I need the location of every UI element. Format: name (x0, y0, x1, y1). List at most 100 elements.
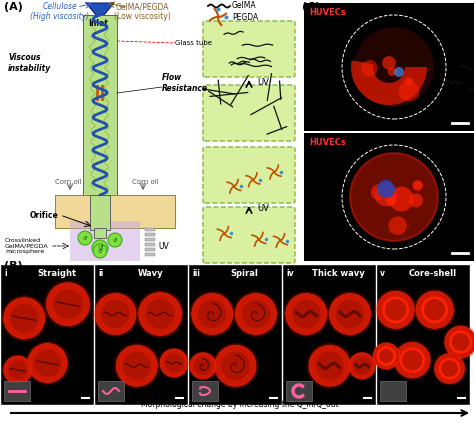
Circle shape (145, 299, 175, 329)
Circle shape (194, 357, 212, 375)
Circle shape (115, 344, 159, 388)
Text: Flow
Resistance: Flow Resistance (162, 73, 208, 93)
Circle shape (393, 341, 431, 379)
Circle shape (349, 353, 375, 379)
Text: Core-shell: Core-shell (409, 269, 457, 278)
Circle shape (286, 294, 327, 335)
Bar (83, 15, 117, 195)
Circle shape (329, 294, 370, 335)
Circle shape (422, 297, 447, 323)
Text: PEGDA: PEGDA (232, 13, 258, 22)
Circle shape (306, 342, 353, 389)
Bar (192, 381, 218, 401)
Circle shape (450, 331, 472, 353)
Text: (B): (B) (4, 261, 23, 271)
Text: Viscous
instability: Viscous instability (8, 53, 51, 73)
Circle shape (384, 298, 407, 321)
Circle shape (164, 353, 184, 373)
Circle shape (45, 281, 91, 327)
Circle shape (451, 332, 471, 352)
Bar (145, 243, 155, 246)
Text: Crosslinked
GelMA/PEGDA
microsphere: Crosslinked GelMA/PEGDA microsphere (5, 238, 49, 254)
Text: UV: UV (257, 77, 269, 86)
FancyBboxPatch shape (203, 147, 295, 203)
Circle shape (315, 352, 344, 380)
Circle shape (309, 345, 350, 386)
Circle shape (385, 195, 396, 206)
Circle shape (2, 354, 34, 386)
Circle shape (308, 344, 352, 388)
Circle shape (139, 293, 182, 335)
Circle shape (382, 56, 396, 70)
Circle shape (101, 299, 130, 328)
Circle shape (389, 187, 414, 212)
Circle shape (34, 349, 61, 376)
Bar (95, 265, 188, 405)
Text: Spiral: Spiral (231, 269, 259, 278)
Circle shape (137, 291, 183, 337)
Circle shape (353, 357, 371, 375)
Text: ii: ii (98, 269, 103, 278)
Circle shape (221, 352, 250, 380)
Circle shape (328, 292, 372, 336)
Circle shape (189, 352, 217, 380)
Circle shape (350, 153, 438, 241)
Bar (377, 265, 470, 405)
Text: Wavy: Wavy (138, 269, 164, 278)
Circle shape (374, 288, 417, 331)
Circle shape (423, 298, 446, 321)
Circle shape (236, 294, 276, 335)
Circle shape (361, 60, 378, 77)
Circle shape (412, 180, 423, 191)
Circle shape (433, 352, 465, 385)
Circle shape (188, 351, 218, 381)
Bar (145, 253, 155, 256)
Circle shape (192, 294, 233, 335)
Bar (380, 381, 406, 401)
Circle shape (374, 343, 399, 369)
Text: Corn oil: Corn oil (55, 179, 82, 185)
FancyBboxPatch shape (203, 21, 295, 77)
Text: Inlet: Inlet (88, 19, 108, 28)
Bar (145, 228, 155, 231)
Bar (90, 195, 110, 230)
Circle shape (432, 352, 466, 386)
Circle shape (439, 358, 460, 379)
Circle shape (108, 233, 122, 247)
Bar (304, 133, 474, 261)
Text: (C): (C) (302, 2, 320, 12)
Circle shape (4, 298, 45, 339)
Circle shape (400, 348, 425, 373)
Bar (1, 265, 94, 405)
Text: ↺: ↺ (97, 245, 103, 251)
Circle shape (415, 290, 455, 330)
Circle shape (409, 193, 423, 207)
Text: v: v (380, 269, 385, 278)
Circle shape (284, 292, 328, 336)
Bar (4, 381, 30, 401)
Circle shape (440, 360, 459, 378)
Circle shape (122, 352, 151, 380)
Circle shape (117, 345, 157, 386)
Text: GelMA: GelMA (232, 0, 256, 9)
Circle shape (377, 180, 395, 198)
Circle shape (25, 341, 70, 385)
Circle shape (392, 340, 433, 381)
Polygon shape (86, 3, 114, 15)
Circle shape (378, 348, 394, 364)
Circle shape (336, 299, 365, 328)
Bar (145, 248, 155, 251)
Circle shape (213, 344, 257, 388)
Bar (145, 233, 155, 236)
Circle shape (43, 280, 92, 329)
Bar (286, 381, 312, 401)
Circle shape (377, 291, 414, 328)
Circle shape (354, 27, 434, 107)
Circle shape (375, 290, 416, 330)
Circle shape (327, 291, 374, 338)
Text: GelMA/PEGDA
(Low viscosity): GelMA/PEGDA (Low viscosity) (114, 2, 170, 22)
Circle shape (394, 67, 404, 77)
Text: UV: UV (158, 242, 169, 250)
Circle shape (283, 291, 330, 338)
Text: Corn oil: Corn oil (132, 179, 158, 185)
